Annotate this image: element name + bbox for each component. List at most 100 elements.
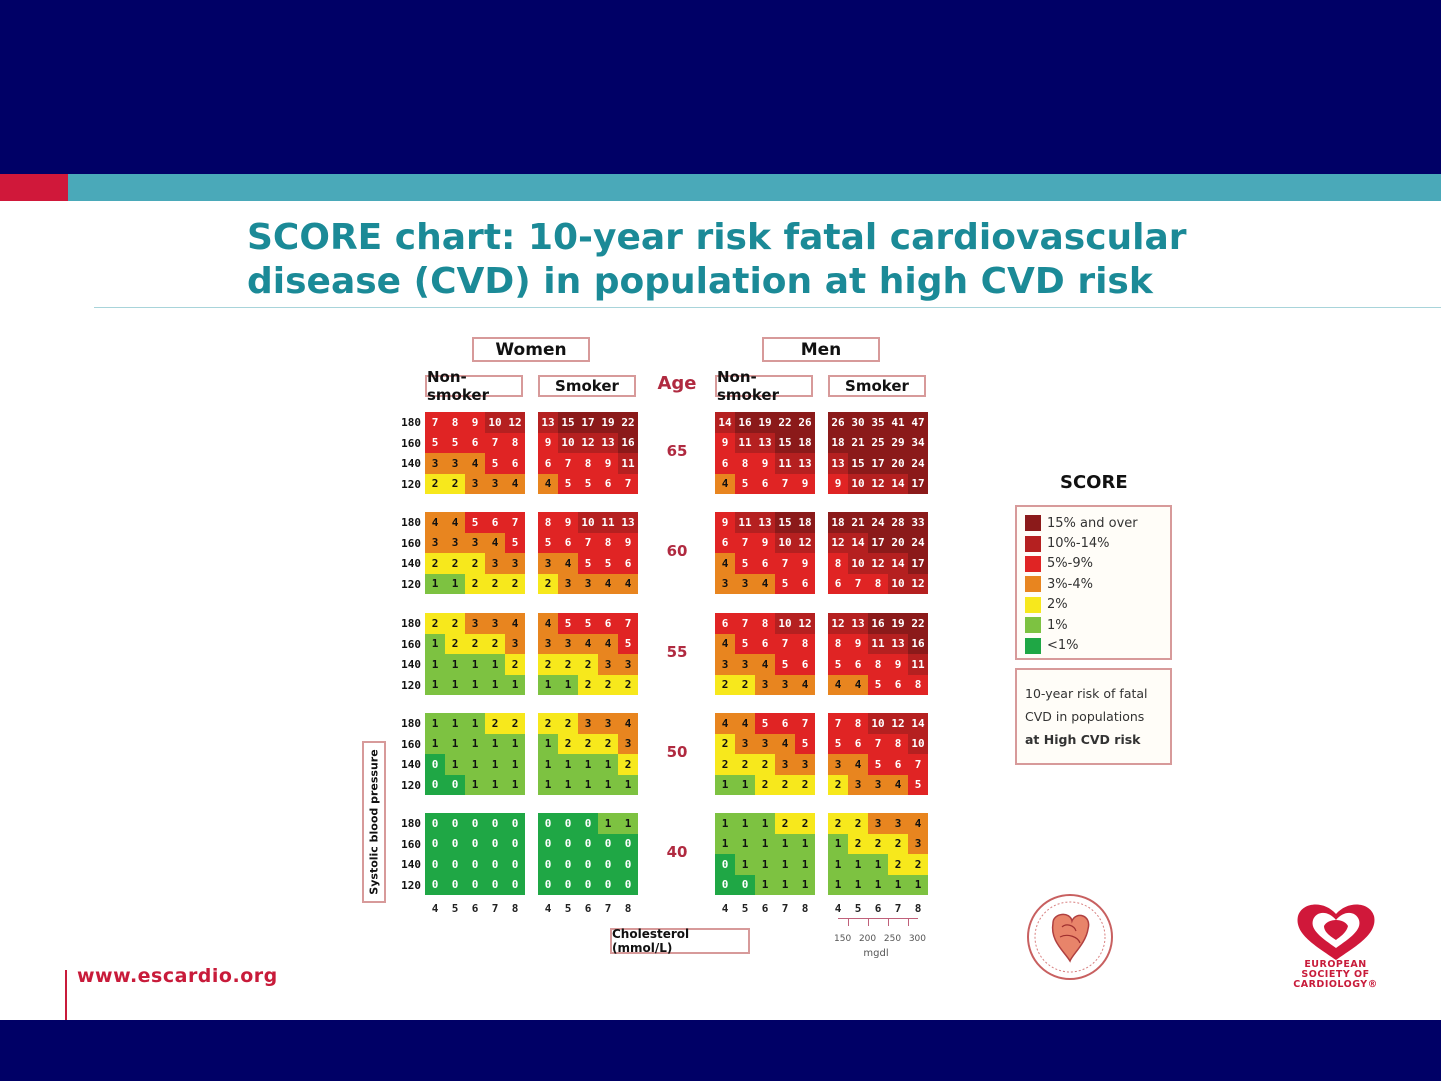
- age-label: 65: [666, 442, 688, 460]
- risk-cell: 5: [578, 613, 598, 634]
- risk-cell: 3: [755, 733, 775, 754]
- cholesterol-tick-label: 5: [741, 902, 749, 915]
- risk-cell: 8: [868, 654, 888, 675]
- note-line: CVD in populations: [1025, 709, 1145, 724]
- risk-cell: 2: [775, 813, 795, 834]
- risk-cell: 0: [538, 854, 558, 875]
- risk-cell: 2: [465, 573, 485, 594]
- bp-tick-label: 160: [401, 436, 421, 450]
- bp-tick-label: 160: [401, 637, 421, 651]
- legend-label: <1%: [1047, 638, 1079, 654]
- legend-item: 2%: [1025, 595, 1162, 615]
- risk-cell: 1: [425, 633, 445, 654]
- risk-cell: 1: [578, 774, 598, 795]
- risk-cell: 1: [465, 754, 485, 775]
- risk-cell: 21: [848, 512, 868, 533]
- risk-cell: 14: [908, 713, 928, 734]
- bp-tick-label: 140: [401, 557, 421, 570]
- risk-cell: 5: [828, 733, 848, 754]
- risk-cell: 18: [828, 432, 848, 453]
- risk-cell: 22: [775, 412, 795, 433]
- risk-cell: 1: [445, 713, 465, 734]
- risk-cell: 8: [795, 633, 815, 654]
- risk-cell: 1: [505, 733, 525, 754]
- risk-cell: 5: [485, 453, 505, 474]
- risk-cell: 1: [465, 674, 485, 695]
- risk-cell: 5: [578, 553, 598, 574]
- risk-cell: 0: [598, 874, 618, 895]
- risk-cell: 0: [715, 854, 735, 875]
- risk-cell: 2: [598, 733, 618, 754]
- risk-cell: 0: [578, 813, 598, 834]
- risk-cell: 6: [755, 473, 775, 494]
- risk-cell: 3: [445, 532, 465, 553]
- risk-cell: 6: [755, 553, 775, 574]
- risk-cell: 6: [538, 453, 558, 474]
- risk-cell: 9: [755, 532, 775, 553]
- risk-cell: 2: [735, 754, 755, 775]
- risk-cell: 6: [775, 713, 795, 734]
- risk-cell: 2: [505, 654, 525, 675]
- risk-cell: 5: [868, 754, 888, 775]
- risk-cell: 7: [775, 473, 795, 494]
- risk-cell: 3: [735, 733, 755, 754]
- risk-cell: 13: [888, 633, 908, 654]
- risk-grid-men_nonsmoker-age-65: 14 16 19 22 26 9 11 13 15 18 6 8 9 11 13 4 5 6 7 9: [715, 412, 815, 494]
- risk-cell: 20: [888, 532, 908, 553]
- risk-cell: 14: [888, 553, 908, 574]
- risk-cell: 8: [828, 553, 848, 574]
- risk-cell: 12: [828, 532, 848, 553]
- age-header: Age: [657, 373, 697, 394]
- risk-cell: 3: [868, 813, 888, 834]
- bp-tick-label: 120: [401, 577, 421, 591]
- cholesterol-tick-label: 5: [854, 902, 862, 915]
- risk-cell: 2: [735, 674, 755, 695]
- risk-cell: 1: [445, 674, 465, 695]
- risk-cell: 6: [828, 573, 848, 594]
- risk-cell: 9: [828, 473, 848, 494]
- risk-cell: 10: [578, 512, 598, 533]
- risk-cell: 2: [445, 613, 465, 634]
- risk-cell: 3: [888, 813, 908, 834]
- risk-cell: 1: [465, 733, 485, 754]
- cholesterol-tick-label: 4: [834, 902, 842, 915]
- esc-text-line: EUROPEAN: [1304, 959, 1367, 970]
- risk-cell: 3: [425, 532, 445, 553]
- risk-cell: 26: [828, 412, 848, 433]
- risk-grid-men_smoker-age-65: 26 30 35 41 47 18 21 25 29 34 13 15 17 20 24 9 10 12 14 17: [828, 412, 928, 494]
- mgdl-value: 250: [883, 934, 902, 944]
- risk-cell: 1: [485, 774, 505, 795]
- risk-cell: 0: [485, 833, 505, 854]
- risk-cell: 1: [558, 774, 578, 795]
- bp-tick-label: 120: [401, 878, 421, 892]
- risk-cell: 2: [755, 754, 775, 775]
- risk-cell: 4: [888, 774, 908, 795]
- risk-cell: 9: [795, 473, 815, 494]
- risk-cell: 1: [505, 774, 525, 795]
- risk-cell: 2: [505, 573, 525, 594]
- risk-cell: 0: [538, 833, 558, 854]
- header-band: [0, 0, 1441, 174]
- risk-cell: 2: [715, 754, 735, 775]
- risk-cell: 3: [715, 654, 735, 675]
- risk-cell: 8: [445, 412, 465, 433]
- legend-label: 15% and over: [1047, 515, 1138, 531]
- risk-cell: 2: [485, 573, 505, 594]
- risk-cell: 9: [715, 512, 735, 533]
- risk-cell: 15: [775, 432, 795, 453]
- risk-cell: 35: [868, 412, 888, 433]
- legend-label: 5%-9%: [1047, 556, 1093, 572]
- risk-cell: 5: [425, 432, 445, 453]
- risk-cell: 10: [908, 733, 928, 754]
- risk-cell: 3: [485, 473, 505, 494]
- risk-cell: 2: [888, 854, 908, 875]
- legend-item: 15% and over: [1025, 513, 1162, 533]
- cholesterol-tick-label: 7: [894, 902, 902, 915]
- risk-cell: 4: [538, 613, 558, 634]
- risk-cell: 1: [445, 754, 465, 775]
- risk-cell: 1: [445, 573, 465, 594]
- risk-cell: 9: [618, 532, 638, 553]
- bp-tick-label: 180: [401, 516, 421, 529]
- risk-cell: 7: [795, 713, 815, 734]
